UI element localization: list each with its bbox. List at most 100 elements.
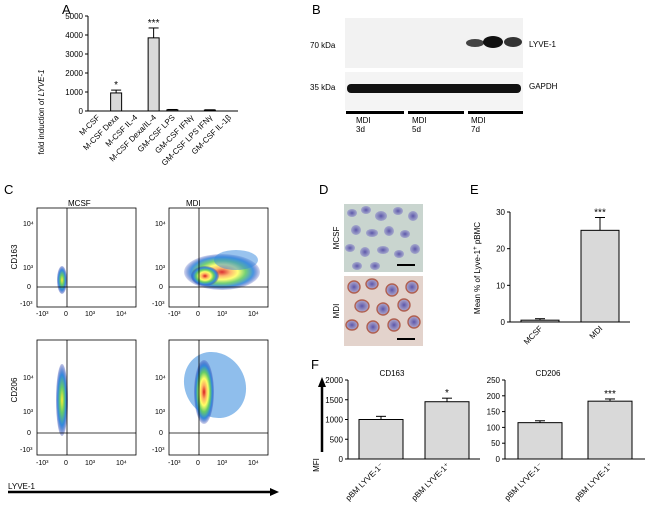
flow3-ytick-3: -10³ xyxy=(20,447,33,454)
flow4-xtick-3: 10⁴ xyxy=(248,460,259,467)
panel-a-letter: A xyxy=(62,2,71,17)
e-xlabel-1: MDI xyxy=(588,324,605,341)
a-bar-3 xyxy=(147,37,160,112)
flow1-ytick-3: -10³ xyxy=(20,301,33,308)
e-ytick-label-0: 0 xyxy=(501,318,506,327)
f2-bar-1 xyxy=(587,400,633,460)
e-ytick-label-1: 10 xyxy=(496,281,505,290)
f1-bar-1 xyxy=(424,401,470,460)
lyve1-band-lane7 xyxy=(483,36,503,48)
panel-d-letter: D xyxy=(319,182,328,197)
panel-e-letter: E xyxy=(470,182,479,197)
f1-xlabel-1: pBM LYVE-1⁺ xyxy=(410,461,452,503)
flow3-ytick-0: 10⁴ xyxy=(23,375,34,382)
f1-bar-0 xyxy=(358,419,404,460)
e-ytick-label-3: 30 xyxy=(496,208,505,217)
band-label-gapdh: GAPDH xyxy=(529,82,558,91)
panel-e: E Mean % of Lyve-1+ pBMC 0 10 20 30 *** MCS… xyxy=(470,182,630,346)
f2-ytick-label-2: 100 xyxy=(487,423,501,432)
flow-plot-mcsf-cd163 xyxy=(36,207,137,308)
panel-e-xlabels: MCSF MDI xyxy=(522,324,604,346)
mw-70: 70 kDa xyxy=(310,41,336,50)
micrograph-mdi-cells xyxy=(345,278,421,334)
f1-yticks: 0 500 1000 1500 2000 xyxy=(325,376,348,464)
flow2-ytick-0: 10⁴ xyxy=(155,221,166,228)
gapdh-bands xyxy=(347,84,521,93)
lane-group-bars xyxy=(346,111,523,114)
f2-star-1: *** xyxy=(604,389,616,400)
a-star-1: * xyxy=(114,80,118,91)
a-ytick-label-2: 2000 xyxy=(65,69,83,78)
flow-row-label-cd206: CD206 xyxy=(10,377,19,402)
flow2-ytick-3: -10³ xyxy=(152,301,165,308)
f1-bars: * xyxy=(358,388,470,460)
f2-bars: *** xyxy=(517,389,633,460)
flow2-ytick-2: 0 xyxy=(159,284,163,291)
panel-b-letter: B xyxy=(312,2,321,17)
flow3-xtick-1: 0 xyxy=(64,460,68,467)
scale-bar-mcsf xyxy=(397,264,415,266)
band-label-lyve1: LYVE-1 xyxy=(529,40,557,49)
f1-ytick-label-2: 1000 xyxy=(325,416,343,425)
lane-label-g3: MDI xyxy=(471,116,486,125)
panel-a-bars: **** xyxy=(110,18,216,112)
f1-title: CD163 xyxy=(380,369,405,378)
flow1-ytick-1: 10³ xyxy=(23,265,34,272)
flow-tick-labels: 10⁴ 10³ 0 -10³ -10³ 0 10³ 10⁴ 10⁴ 10³ 0 … xyxy=(20,221,259,467)
flow3-ytick-2: 0 xyxy=(27,430,31,437)
lane-bar-7d xyxy=(468,111,523,114)
flow3-xtick-0: -10³ xyxy=(36,460,49,467)
f2-bar-0 xyxy=(517,422,563,460)
f1-ytick-label-3: 1500 xyxy=(325,396,343,405)
panel-c: C MCSF MDI CD163 CD206 xyxy=(4,182,279,496)
f2-ytick-label-0: 0 xyxy=(496,455,501,464)
lane-bar-5d xyxy=(408,111,464,114)
flow2-xtick-2: 10³ xyxy=(217,311,228,318)
lyve1-bands xyxy=(466,36,522,48)
panel-a: A fold induction of LYVE-1 0 1000 2000 3000… xyxy=(37,2,238,168)
e-ytick-label-2: 20 xyxy=(496,245,505,254)
panel-a-ylabel: fold induction of LYVE-1 xyxy=(37,69,46,154)
lane-bar-3d xyxy=(346,111,404,114)
flow1-ytick-2: 0 xyxy=(27,284,31,291)
panel-c-letter: C xyxy=(4,182,13,197)
f1-ytick-label-4: 2000 xyxy=(325,376,343,385)
flow1-xtick-1: 0 xyxy=(64,311,68,318)
flow3-ytick-1: 10³ xyxy=(23,409,34,416)
flow1-ytick-0: 10⁴ xyxy=(23,221,34,228)
e-xlabel-0: MCSF xyxy=(522,324,544,346)
flow4-ytick-1: 10³ xyxy=(155,409,166,416)
flow-xaxis-label: LYVE-1 xyxy=(8,482,36,491)
f2-title: CD206 xyxy=(536,369,561,378)
flow2-xtick-3: 10⁴ xyxy=(248,311,259,318)
flow2-ytick-1: 10³ xyxy=(155,265,166,272)
a-ytick-label-4: 4000 xyxy=(65,31,83,40)
a-bar-4 xyxy=(166,109,179,112)
flow2-xtick-0: -10³ xyxy=(168,311,181,318)
panel-f-letter: F xyxy=(311,357,319,372)
f2-xlabel-0: pBM LYVE-1⁻ xyxy=(503,461,545,503)
e-bar-1 xyxy=(580,229,620,323)
a-ytick-label-5: 5000 xyxy=(65,12,83,21)
flow-plot-mdi-cd206 xyxy=(168,339,269,456)
flow3-xtick-2: 10³ xyxy=(85,460,96,467)
flow-col-title-mcsf: MCSF xyxy=(68,199,91,208)
lyve1-band-lane6 xyxy=(466,39,484,47)
flow-plot-mcsf-cd206 xyxy=(36,339,137,456)
flow4-xtick-2: 10³ xyxy=(217,460,228,467)
f2-ytick-label-3: 150 xyxy=(487,408,501,417)
micro-row-label-mdi: MDI xyxy=(332,304,341,319)
a-ytick-label-3: 3000 xyxy=(65,50,83,59)
flow3-xtick-3: 10⁴ xyxy=(116,460,127,467)
flow4-ytick-3: -10³ xyxy=(152,447,165,454)
lane-time-g1: 3d xyxy=(356,125,365,134)
e-star-1: *** xyxy=(594,208,606,219)
panel-a-yticks: 0 1000 2000 3000 4000 5000 xyxy=(65,12,88,116)
mfi-arrow-head xyxy=(318,377,326,387)
flow1-xtick-2: 10³ xyxy=(85,311,96,318)
f2-ytick-label-1: 50 xyxy=(491,439,500,448)
e-bar-0 xyxy=(520,319,560,323)
micrograph-mcsf-cells xyxy=(345,206,420,270)
